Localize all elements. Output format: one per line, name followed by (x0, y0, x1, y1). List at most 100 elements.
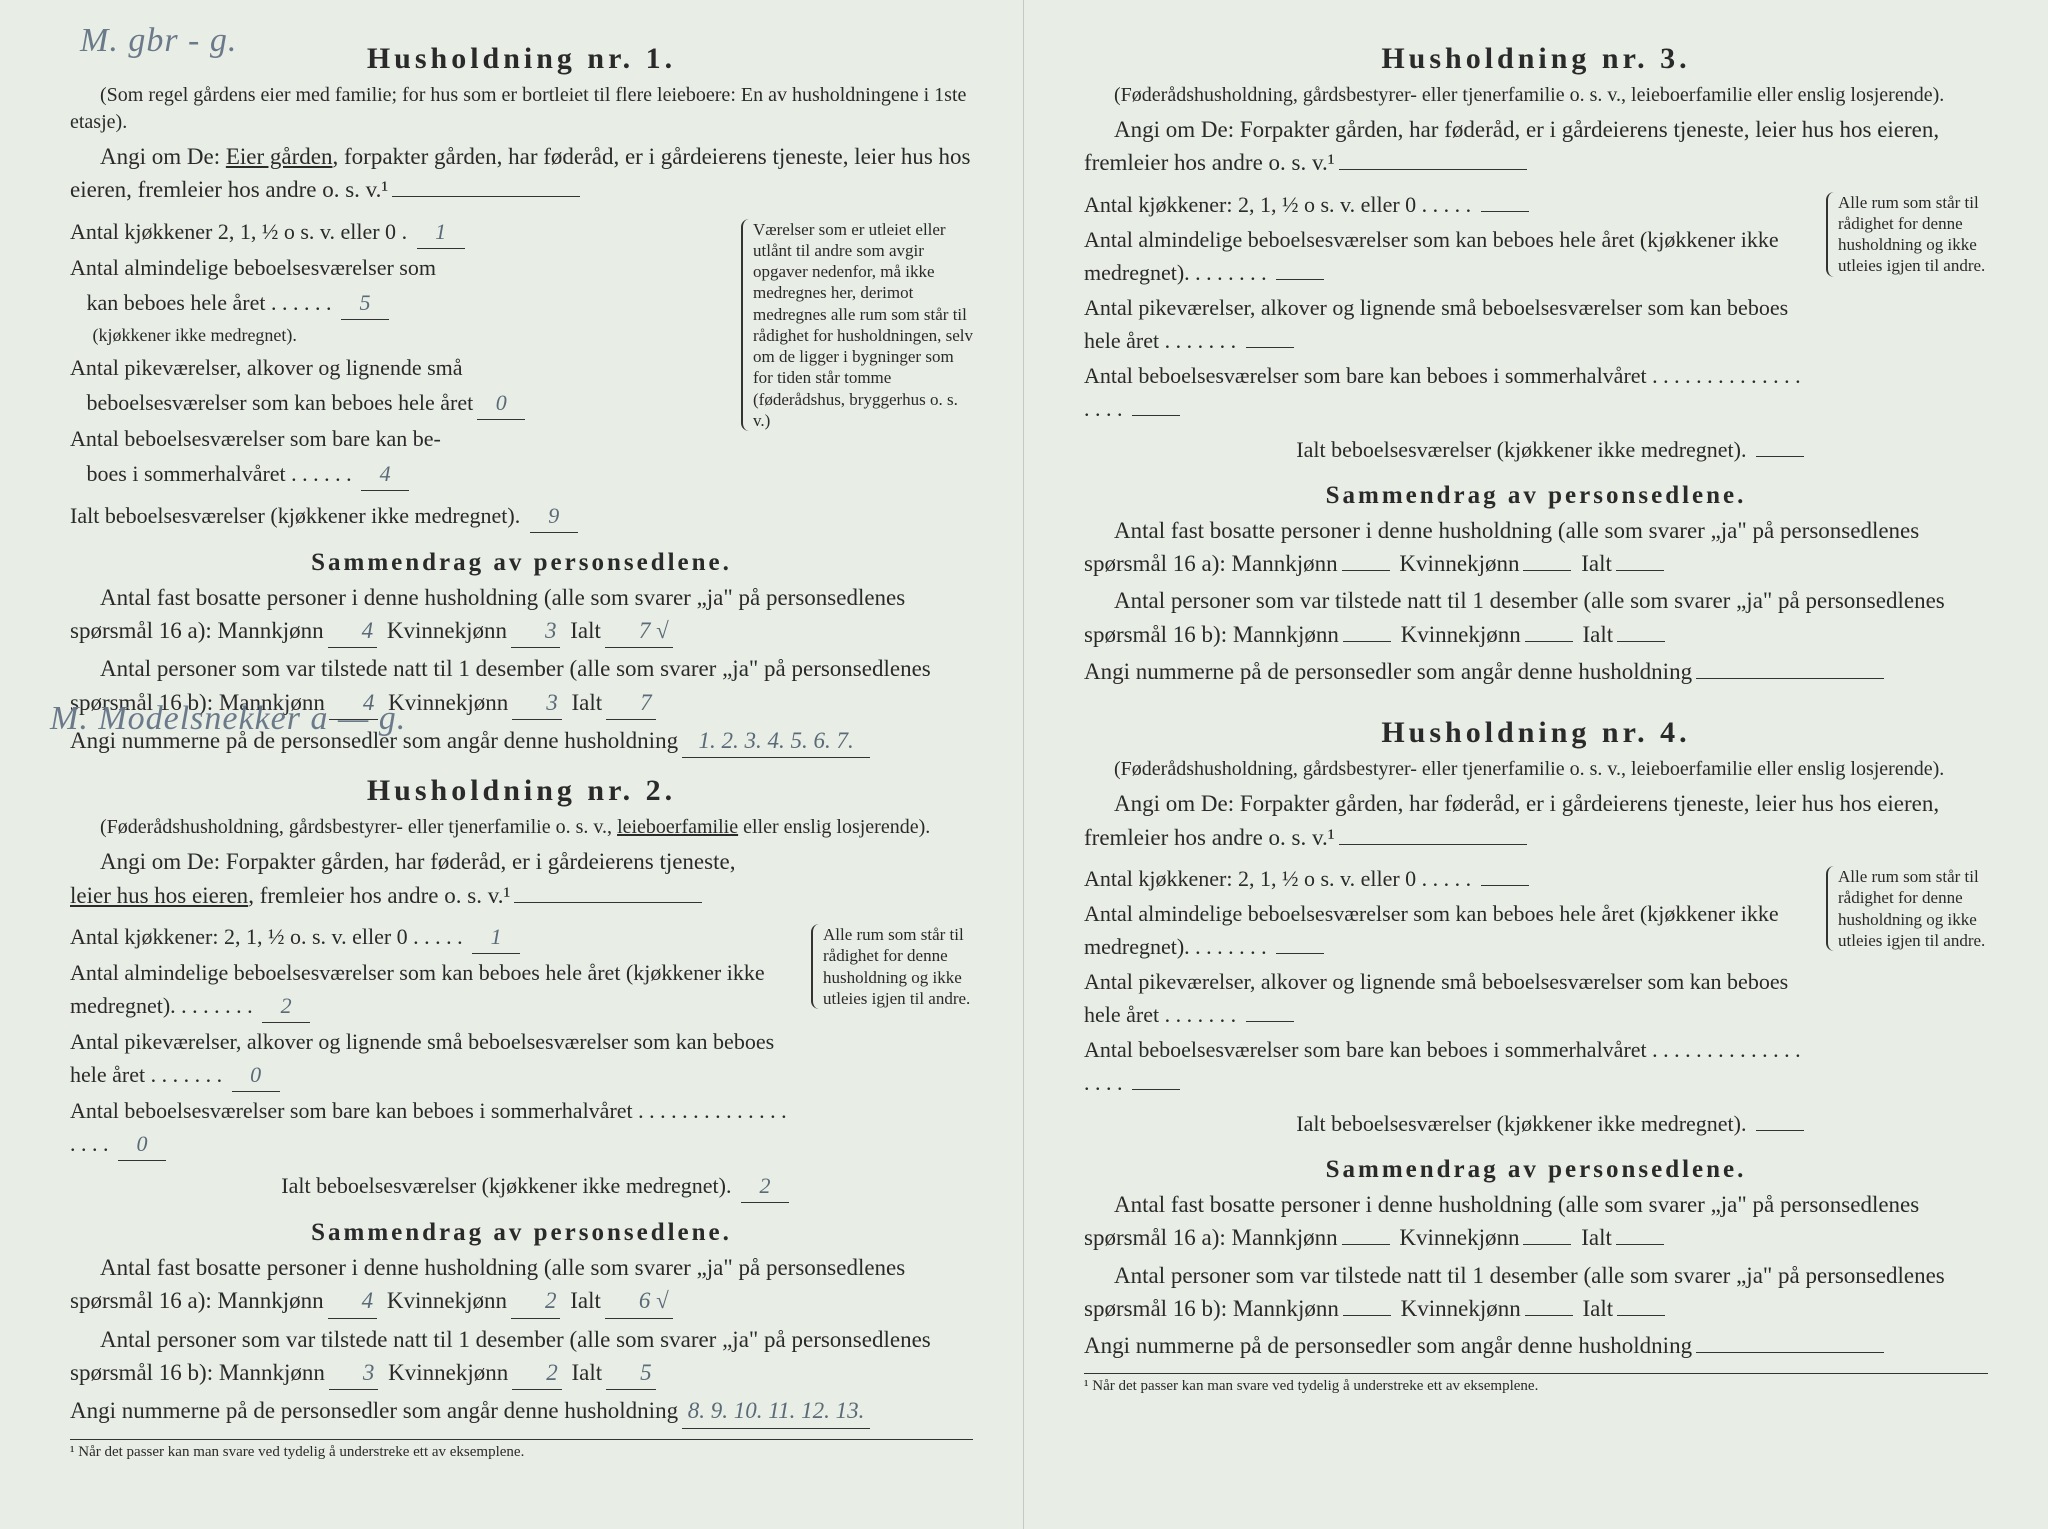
h2-pike: Antal pikeværelser, alkover og lignende … (70, 1025, 793, 1092)
h1-angi-blank (392, 196, 580, 197)
h2-sub: (Føderådshusholdning, gårdsbestyrer- ell… (70, 814, 973, 841)
h2-fast-i-label: Ialt (570, 1288, 601, 1313)
h3-rooms: Antal kjøkkener: 2, 1, ½ o s. v. eller 0… (1084, 186, 1808, 468)
h4-ialt-label: Ialt beboelsesværelser (kjøkkener ikke m… (1296, 1111, 1746, 1136)
h4-til-k-label: Kvinnekjønn (1401, 1296, 1521, 1321)
h1-kjokken-val: 1 (417, 215, 465, 249)
h2-ialt-label: Ialt beboelsesværelser (kjøkkener ikke m… (281, 1173, 731, 1198)
h3-pike-label: Antal pikeværelser, alkover og lignende … (1084, 295, 1788, 353)
h2-ialt: Ialt beboelsesværelser (kjøkkener ikke m… (70, 1169, 793, 1203)
h3-som-val (1132, 415, 1180, 416)
h2-ialt-val: 2 (741, 1169, 789, 1203)
h1-til-k: 3 (512, 686, 562, 720)
h3-title: Husholdning nr. 3. (1084, 42, 1988, 76)
handwriting-mid: M. Modelsnekker a — g. (50, 700, 406, 738)
h4-til-k (1525, 1315, 1573, 1316)
h1-sub: (Som regel gårdens eier med familie; for… (70, 82, 973, 136)
h1-alm1: Antal almindelige beboelsesværelser som (70, 251, 723, 284)
h4-num-label: Angi nummerne på de personsedler som ang… (1084, 1333, 1692, 1358)
h3-pike: Antal pikeværelser, alkover og lignende … (1084, 291, 1808, 357)
h1-kjokken-label: Antal kjøkkener 2, 1, ½ o s. v. eller 0 (70, 219, 396, 244)
h4-fast-k-label: Kvinnekjønn (1399, 1225, 1519, 1250)
h1-pike1: Antal pikeværelser, alkover og lignende … (70, 351, 723, 384)
h4-til: Antal personer som var tilstede natt til… (1084, 1259, 1988, 1326)
h4-angi-text: Angi om De: Forpakter gården, har føderå… (1084, 791, 1939, 849)
h4-pike-label: Antal pikeværelser, alkover og lignende … (1084, 969, 1788, 1027)
h4-rooms-row: Antal kjøkkener: 2, 1, ½ o s. v. eller 0… (1084, 860, 1988, 1142)
h2-alm: Antal almindelige beboelsesværelser som … (70, 956, 793, 1023)
h3-til-m (1343, 641, 1391, 642)
h2-num-val: 8. 9. 10. 11. 12. 13. (682, 1394, 870, 1428)
h2-sum-title: Sammendrag av personsedlene. (70, 1219, 973, 1247)
h4-ialt: Ialt beboelsesværelser (kjøkkener ikke m… (1084, 1107, 1808, 1140)
h1-fast-i: 7 √ (605, 614, 673, 648)
h4-angi-blank (1339, 844, 1527, 845)
h3-num: Angi nummerne på de personsedler som ang… (1084, 655, 1988, 688)
h3-fast-i-label: Ialt (1581, 551, 1612, 576)
h1-angi-pre: Angi om De: (100, 144, 226, 169)
h3-alm: Antal almindelige beboelsesværelser som … (1084, 223, 1808, 289)
h4-alm-val (1276, 953, 1324, 954)
h4-fast-i-label: Ialt (1581, 1225, 1612, 1250)
h3-kjokken-label: Antal kjøkkener: 2, 1, ½ o s. v. eller 0 (1084, 192, 1416, 217)
footnote-left: ¹ Når det passer kan man svare ved tydel… (70, 1439, 973, 1461)
h2-angi-u: leier hus hos eieren (70, 883, 248, 908)
h4-til-i-label: Ialt (1583, 1296, 1614, 1321)
h2-num: Angi nummerne på de personsedler som ang… (70, 1394, 973, 1428)
h1-angi-u: Eier gården (226, 144, 333, 169)
h2-alm-val: 2 (262, 989, 310, 1023)
h4-fast-i (1616, 1244, 1664, 1245)
handwriting-top: M. gbr - g. (80, 22, 237, 60)
h4-kjokken-label: Antal kjøkkener: 2, 1, ½ o s. v. eller 0 (1084, 866, 1416, 891)
h3-sub: (Føderådshusholdning, gårdsbestyrer- ell… (1084, 82, 1988, 109)
h1-fast-m: 4 (328, 614, 378, 648)
h4-som-val (1132, 1089, 1180, 1090)
h2-til-i-label: Ialt (572, 1360, 603, 1385)
h4-kjokken: Antal kjøkkener: 2, 1, ½ o s. v. eller 0… (1084, 862, 1808, 895)
h1-pike2: beboelsesværelser som kan beboes hele år… (70, 386, 723, 420)
h3-num-label: Angi nummerne på de personsedler som ang… (1084, 659, 1692, 684)
h1-alm-val: 5 (341, 286, 389, 320)
h3-ialt-label: Ialt beboelsesværelser (kjøkkener ikke m… (1296, 437, 1746, 462)
h1-ialt-val: 9 (530, 499, 578, 533)
h3-fast-i (1616, 570, 1664, 571)
h1-alm2-label: kan beboes hele året (87, 290, 266, 315)
h1-num-val: 1. 2. 3. 4. 5. 6. 7. (682, 724, 870, 758)
h1-alm-paren-text: (kjøkkener ikke medregnet). (93, 325, 297, 345)
h3-angi-text: Angi om De: Forpakter gården, har føderå… (1084, 117, 1939, 175)
h1-som2-label: boes i sommerhalvåret (87, 461, 286, 486)
h2-num-label: Angi nummerne på de personsedler som ang… (70, 1398, 678, 1423)
h2-til-k-label: Kvinnekjønn (388, 1360, 508, 1385)
h3-ialt-val (1756, 456, 1804, 457)
h1-pike-val: 0 (477, 386, 525, 420)
h2-sub-pre: (Føderådshusholdning, gårdsbestyrer- ell… (100, 816, 617, 838)
footnote-right: ¹ Når det passer kan man svare ved tydel… (1084, 1373, 1988, 1395)
h1-som1: Antal beboelsesværelser som bare kan be- (70, 422, 723, 455)
h4-fast-k (1523, 1244, 1571, 1245)
h1-alm2: kan beboes hele året . . . . . . 5 (70, 286, 723, 320)
h3-ialt: Ialt beboelsesværelser (kjøkkener ikke m… (1084, 433, 1808, 466)
h4-alm-label: Antal almindelige beboelsesværelser som … (1084, 901, 1779, 959)
h4-rooms: Antal kjøkkener: 2, 1, ½ o s. v. eller 0… (1084, 860, 1808, 1142)
h1-fast-i-label: Ialt (570, 618, 601, 643)
h4-som: Antal beboelsesværelser som bare kan beb… (1084, 1033, 1808, 1099)
h2-som-val: 0 (118, 1127, 166, 1161)
h4-som-label: Antal beboelsesværelser som bare kan beb… (1084, 1037, 1647, 1062)
h1-til-i-label: Ialt (572, 690, 603, 715)
h4-num-val (1696, 1352, 1884, 1353)
h4-til-i (1617, 1315, 1665, 1316)
h1-note: Værelser som er utleiet eller utlånt til… (741, 219, 973, 432)
h3-fast-m (1342, 570, 1390, 571)
h4-fast-m (1342, 1244, 1390, 1245)
h2-til-i: 5 (606, 1356, 656, 1390)
right-page: Husholdning nr. 3. (Føderådshusholdning,… (1024, 0, 2048, 1529)
h3-alm-label: Antal almindelige beboelsesværelser som … (1084, 227, 1779, 285)
h2-angi-rest: , fremleier hos andre o. s. v.¹ (248, 883, 510, 908)
h3-pike-val (1246, 347, 1294, 348)
h4-angi: Angi om De: Forpakter gården, har føderå… (1084, 787, 1988, 854)
h1-rooms: Antal kjøkkener 2, 1, ½ o s. v. eller 0 … (70, 213, 723, 535)
h3-kjokken-val (1481, 211, 1529, 212)
h2-pike-val: 0 (232, 1058, 280, 1092)
h1-til-i: 7 (606, 686, 656, 720)
h2-som: Antal beboelsesværelser som bare kan beb… (70, 1094, 793, 1161)
